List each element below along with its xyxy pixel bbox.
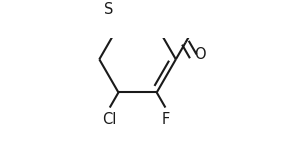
Text: S: S <box>104 2 114 17</box>
Text: Cl: Cl <box>103 112 117 127</box>
Text: O: O <box>195 47 206 62</box>
Text: F: F <box>161 112 170 127</box>
